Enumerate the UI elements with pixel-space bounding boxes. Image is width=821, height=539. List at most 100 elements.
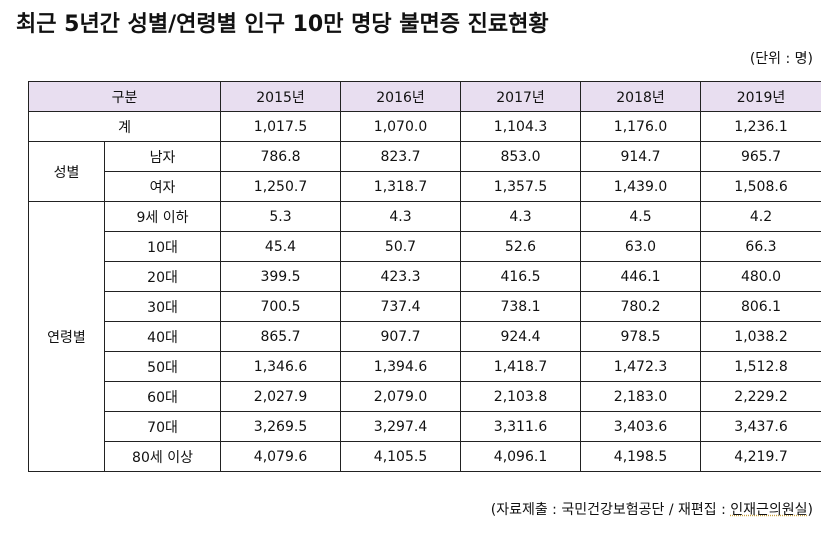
value-cell: 423.3 (340, 261, 462, 292)
value-cell: 1,508.6 (700, 171, 821, 202)
table-row: 여자 1,250.7 1,318.7 1,357.5 1,439.0 1,508.6 (29, 171, 821, 202)
row-label: 30대 (103, 291, 222, 322)
value-cell: 1,017.5 (220, 111, 342, 142)
value-cell: 738.1 (460, 291, 582, 322)
value-cell: 2,079.0 (340, 381, 462, 412)
value-cell: 1,038.2 (700, 321, 821, 352)
value-cell: 2,229.2 (700, 381, 821, 412)
source-suffix: ) (807, 502, 813, 518)
row-label: 60대 (103, 381, 222, 412)
row-label: 여자 (103, 171, 222, 202)
value-cell: 63.0 (580, 231, 702, 262)
source-office: 인재근의원실 (730, 502, 808, 518)
value-cell: 4.3 (340, 201, 462, 232)
table-row: 70대 3,269.5 3,297.4 3,311.6 3,403.6 3,437.6 (29, 411, 821, 442)
table-row: 40대 865.7 907.7 924.4 978.5 1,038.2 (29, 321, 821, 352)
value-cell: 4,198.5 (580, 441, 702, 472)
value-cell: 3,403.6 (580, 411, 702, 442)
row-label: 계 (27, 111, 222, 142)
value-cell: 1,512.8 (700, 351, 821, 382)
value-cell: 4.2 (700, 201, 821, 232)
header-year: 2017년 (460, 81, 582, 112)
value-cell: 446.1 (580, 261, 702, 292)
value-cell: 4,219.7 (700, 441, 821, 472)
value-cell: 52.6 (460, 231, 582, 262)
value-cell: 737.4 (340, 291, 462, 322)
value-cell: 1,070.0 (340, 111, 462, 142)
table-row: 30대 700.5 737.4 738.1 780.2 806.1 (29, 291, 821, 322)
value-cell: 3,297.4 (340, 411, 462, 442)
source-prefix: (자료제출 : 국민건강보험공단 / 재편집 : (490, 502, 731, 518)
row-label: 50대 (103, 351, 222, 382)
value-cell: 3,269.5 (220, 411, 342, 442)
group-gender: 성별 (28, 141, 105, 202)
value-cell: 865.7 (220, 321, 342, 352)
value-cell: 806.1 (700, 291, 821, 322)
value-cell: 1,176.0 (580, 111, 702, 142)
header-row: 구분 2015년 2016년 2017년 2018년 2019년 (27, 81, 821, 112)
value-cell: 924.4 (460, 321, 582, 352)
page-title: 최근 5년간 성별/연령별 인구 10만 명당 불면증 진료현황 (16, 12, 549, 37)
table-row: 80세 이상 4,079.6 4,105.5 4,096.1 4,198.5 4,219.… (29, 441, 821, 472)
insomnia-table: 구분 2015년 2016년 2017년 2018년 2019년 계 1,017.… (27, 81, 821, 472)
table-row-total: 계 1,017.5 1,070.0 1,104.3 1,176.0 1,236.1 (27, 111, 821, 142)
value-cell: 3,437.6 (700, 411, 821, 442)
value-cell: 1,250.7 (220, 171, 342, 202)
value-cell: 700.5 (220, 291, 342, 322)
value-cell: 416.5 (460, 261, 582, 292)
value-cell: 4.5 (580, 201, 702, 232)
table-row: 10대 45.4 50.7 52.6 63.0 66.3 (29, 231, 821, 262)
source-note: (자료제출 : 국민건강보험공단 / 재편집 : 인재근의원실) (491, 499, 813, 519)
table-row: 연령별 9세 이하 5.3 4.3 4.3 4.5 4.2 (28, 201, 821, 472)
header-year: 2018년 (580, 81, 702, 112)
header-year: 2019년 (700, 81, 821, 112)
unit-label: (단위 : 명) (749, 51, 813, 67)
value-cell: 1,357.5 (460, 171, 582, 202)
value-cell: 5.3 (220, 201, 342, 232)
value-cell: 4,096.1 (460, 441, 582, 472)
value-cell: 907.7 (340, 321, 462, 352)
value-cell: 823.7 (340, 141, 462, 172)
header-year: 2016년 (340, 81, 462, 112)
value-cell: 1,318.7 (340, 171, 462, 202)
table-row: 성별 남자 786.8 823.7 853.0 914.7 965.7 (28, 141, 821, 202)
table-row: 20대 399.5 423.3 416.5 446.1 480.0 (29, 261, 821, 292)
table-row: 50대 1,346.6 1,394.6 1,418.7 1,472.3 1,512.8 (29, 351, 821, 382)
header-year: 2015년 (220, 81, 342, 112)
header-category: 구분 (27, 81, 222, 112)
row-label: 20대 (103, 261, 222, 292)
value-cell: 914.7 (580, 141, 702, 172)
value-cell: 853.0 (460, 141, 582, 172)
value-cell: 50.7 (340, 231, 462, 262)
value-cell: 480.0 (700, 261, 821, 292)
value-cell: 399.5 (220, 261, 342, 292)
value-cell: 45.4 (220, 231, 342, 262)
value-cell: 4,105.5 (340, 441, 462, 472)
value-cell: 4.3 (460, 201, 582, 232)
value-cell: 3,311.6 (460, 411, 582, 442)
value-cell: 2,027.9 (220, 381, 342, 412)
row-label: 80세 이상 (103, 441, 222, 472)
row-label: 70대 (103, 411, 222, 442)
row-label: 10대 (103, 231, 222, 262)
value-cell: 1,236.1 (700, 111, 821, 142)
value-cell: 1,104.3 (460, 111, 582, 142)
group-age: 연령별 (28, 201, 105, 472)
table-row: 60대 2,027.9 2,079.0 2,103.8 2,183.0 2,229.2 (29, 381, 821, 412)
value-cell: 1,472.3 (580, 351, 702, 382)
row-label: 남자 (103, 141, 222, 172)
row-label: 9세 이하 (103, 201, 222, 232)
value-cell: 965.7 (700, 141, 821, 172)
value-cell: 780.2 (580, 291, 702, 322)
value-cell: 786.8 (220, 141, 342, 172)
value-cell: 4,079.6 (220, 441, 342, 472)
value-cell: 1,346.6 (220, 351, 342, 382)
row-label: 40대 (103, 321, 222, 352)
value-cell: 66.3 (700, 231, 821, 262)
value-cell: 978.5 (580, 321, 702, 352)
value-cell: 2,103.8 (460, 381, 582, 412)
value-cell: 2,183.0 (580, 381, 702, 412)
value-cell: 1,418.7 (460, 351, 582, 382)
value-cell: 1,439.0 (580, 171, 702, 202)
value-cell: 1,394.6 (340, 351, 462, 382)
